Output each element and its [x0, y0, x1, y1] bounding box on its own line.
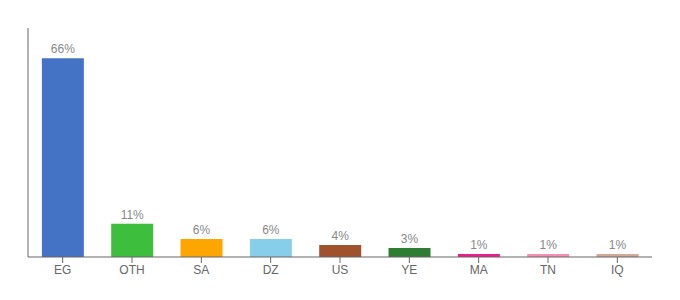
svg-text:US: US: [332, 263, 349, 277]
svg-text:MA: MA: [470, 263, 488, 277]
svg-text:3%: 3%: [401, 232, 419, 246]
svg-text:4%: 4%: [332, 229, 350, 243]
svg-text:66%: 66%: [51, 42, 75, 56]
svg-text:6%: 6%: [193, 223, 211, 237]
svg-text:DZ: DZ: [263, 263, 279, 277]
svg-text:OTH: OTH: [119, 263, 144, 277]
svg-text:IQ: IQ: [611, 263, 624, 277]
svg-text:1%: 1%: [470, 238, 488, 252]
svg-text:11%: 11%: [121, 208, 144, 222]
svg-text:1%: 1%: [609, 238, 627, 252]
svg-text:SA: SA: [193, 263, 209, 277]
svg-text:1%: 1%: [540, 238, 558, 252]
svg-text:TN: TN: [540, 263, 556, 277]
svg-text:EG: EG: [54, 263, 71, 277]
svg-text:6%: 6%: [262, 223, 280, 237]
svg-text:YE: YE: [401, 263, 417, 277]
